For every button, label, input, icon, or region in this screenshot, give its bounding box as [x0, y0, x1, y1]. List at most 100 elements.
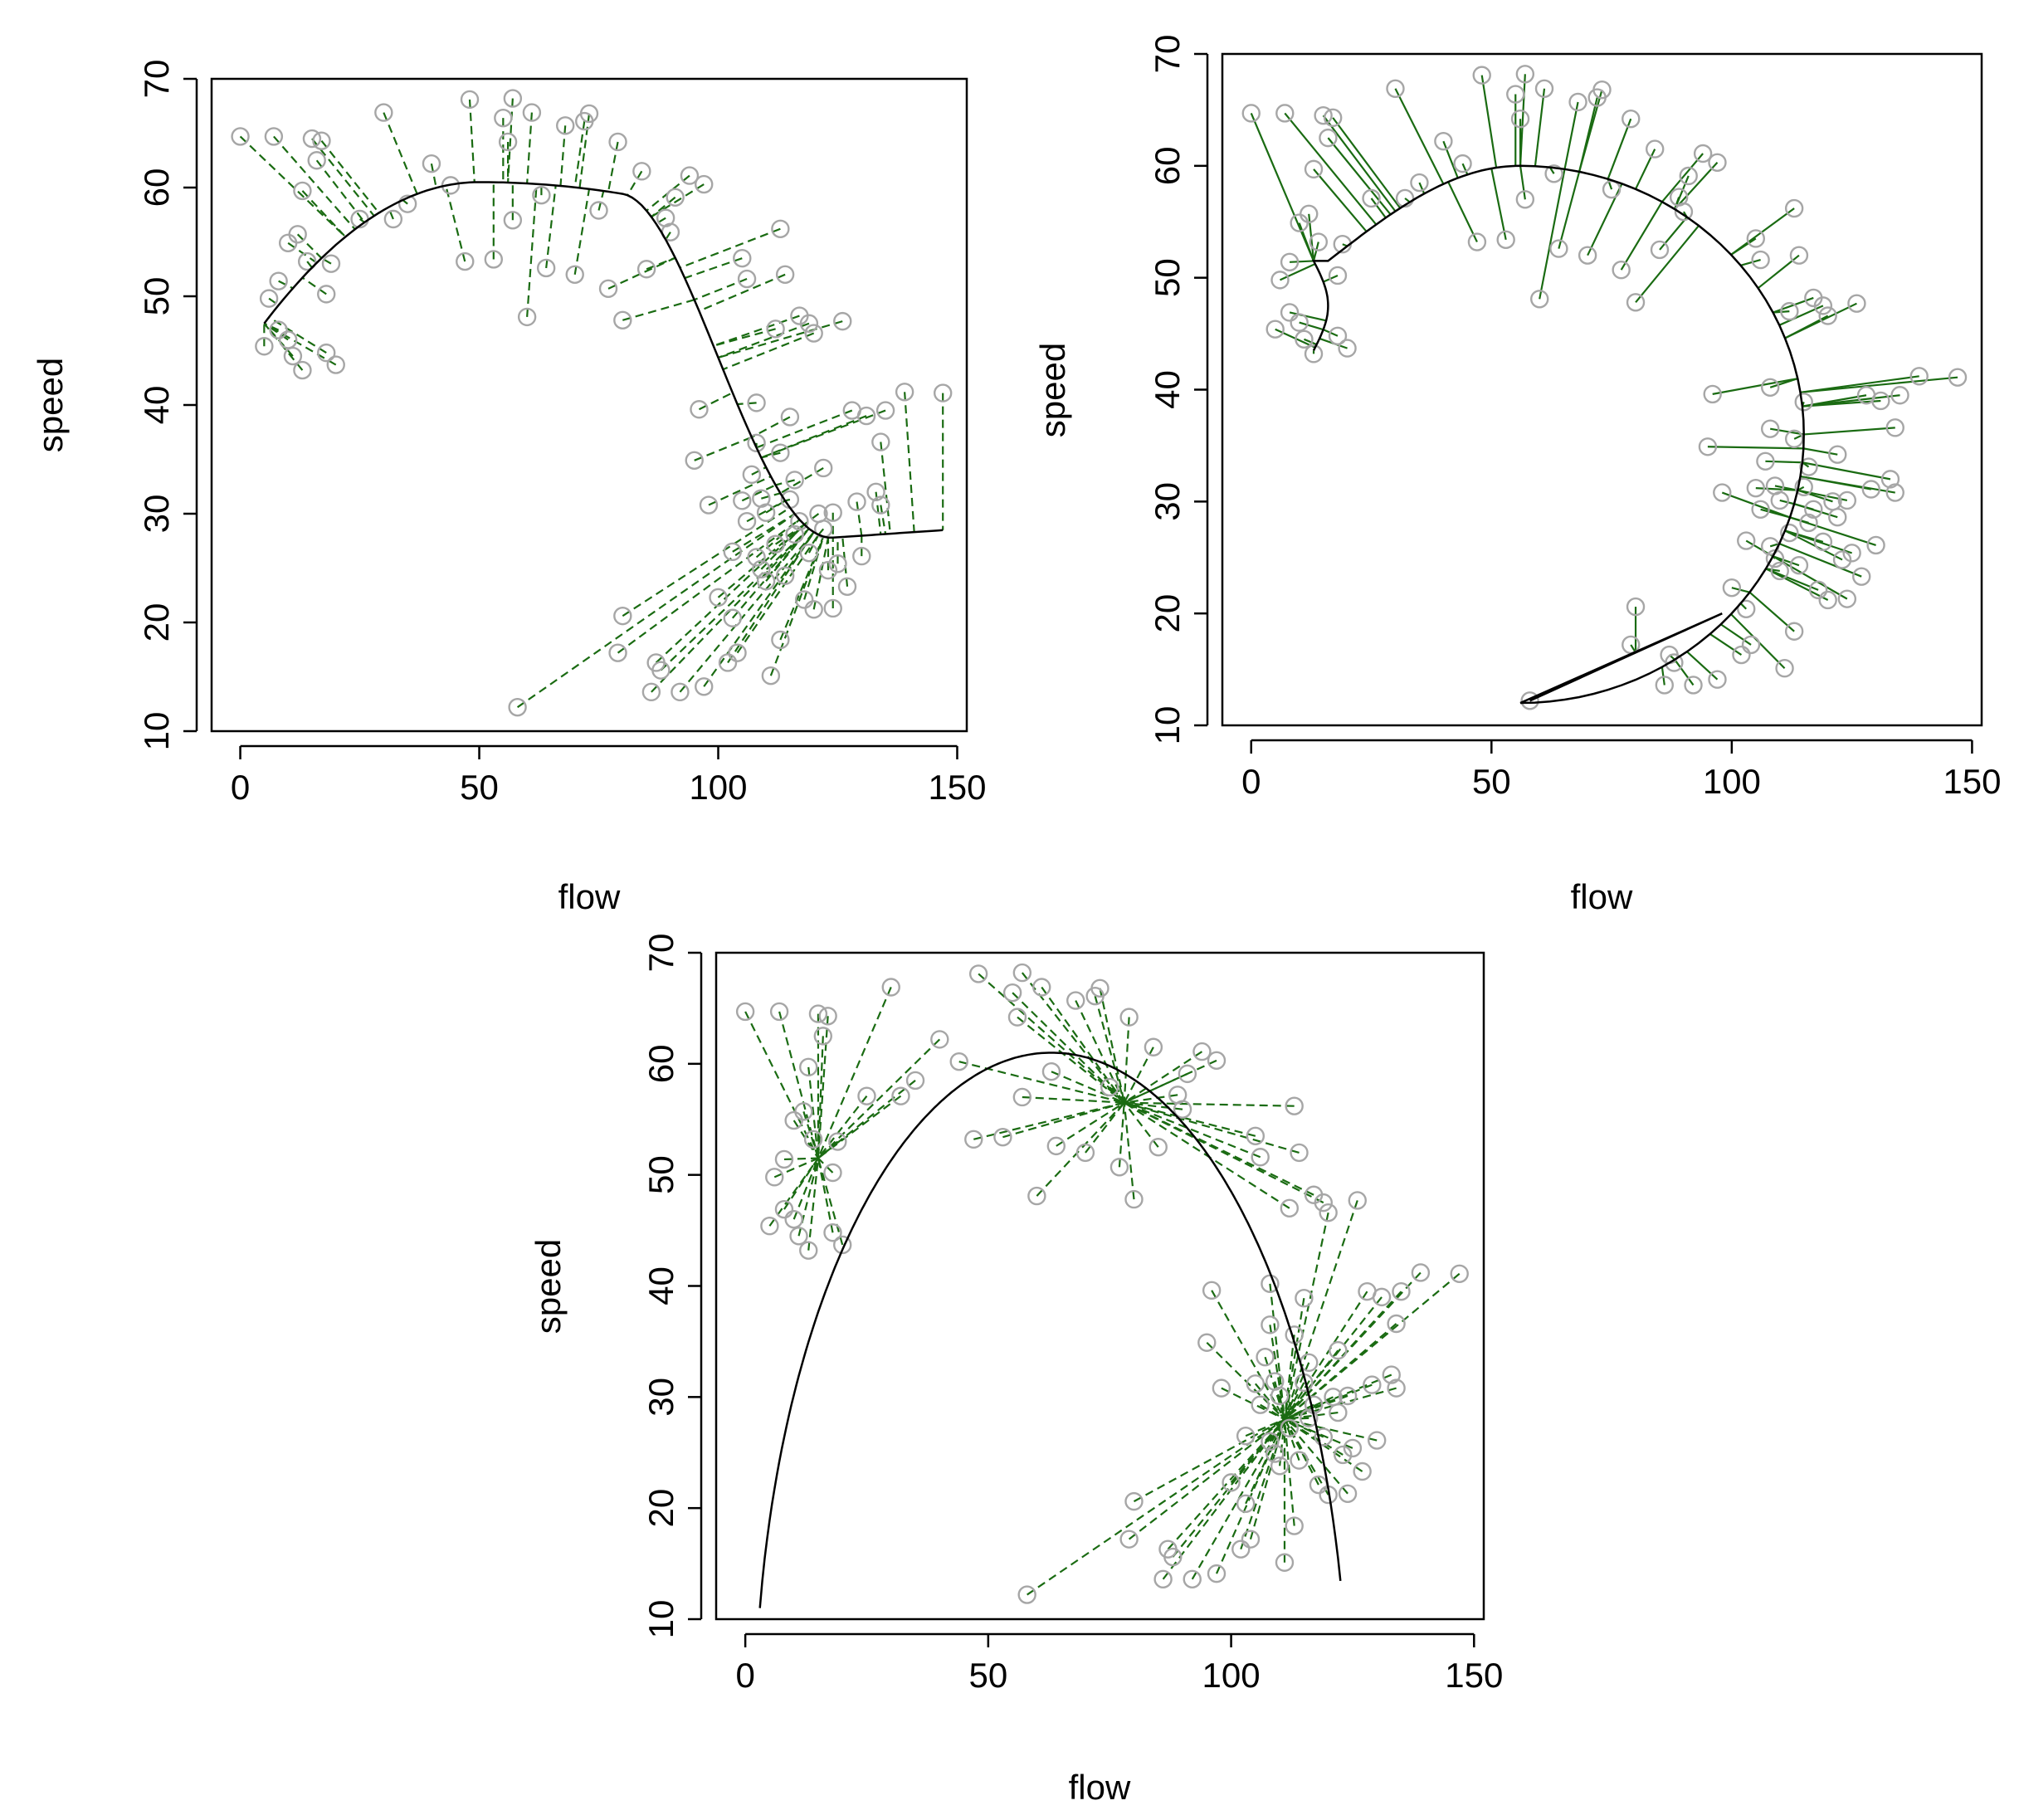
data-point	[383, 209, 403, 229]
data-point	[1280, 1198, 1300, 1218]
data-point	[1041, 1062, 1061, 1081]
data-point	[733, 491, 752, 510]
data-point	[671, 682, 690, 702]
data-point	[1328, 266, 1348, 285]
data-point	[1295, 329, 1314, 349]
data-point	[1506, 85, 1525, 104]
data-point	[1323, 108, 1343, 128]
projection-line	[1284, 1291, 1368, 1420]
data-point	[494, 108, 513, 128]
data-point	[269, 320, 288, 339]
projection-line	[1607, 118, 1632, 180]
data-point	[1578, 246, 1597, 265]
data-point	[1236, 1426, 1256, 1446]
data-point	[1231, 1539, 1251, 1559]
y-tick-label: 60	[1148, 146, 1187, 185]
data-point	[1679, 166, 1698, 186]
data-point	[709, 588, 728, 607]
data-point	[1784, 429, 1804, 449]
projection-line	[1124, 1051, 1203, 1104]
principal-curve-solid-panel: 0 50 100 150 10 20 30 40 50 60 70 flow speed	[1033, 35, 2001, 916]
projection-line	[1563, 101, 1579, 170]
projection-line	[856, 501, 863, 536]
x-tick-label: 50	[460, 768, 499, 807]
y-tick-label: 40	[1148, 370, 1187, 409]
fitted-curve	[263, 181, 944, 539]
projection-line	[388, 207, 394, 220]
data-point	[613, 606, 632, 626]
projection-line	[1056, 1101, 1125, 1147]
projection-line	[1123, 1102, 1159, 1148]
data-point	[503, 211, 523, 230]
data-point	[1837, 589, 1857, 608]
data-point	[1290, 1451, 1309, 1470]
data-point	[1280, 303, 1300, 322]
data-point	[1304, 159, 1324, 179]
data-point	[1153, 1569, 1173, 1589]
data-point	[565, 265, 584, 284]
data-point	[1784, 622, 1804, 641]
x-tick-label: 50	[1472, 762, 1511, 801]
projection-line	[1289, 311, 1327, 322]
data-point	[785, 525, 804, 544]
projection-line	[1245, 1418, 1285, 1437]
projection-line	[306, 261, 313, 269]
projection-line	[1720, 623, 1752, 646]
data-point	[905, 1071, 925, 1091]
projection-line	[1283, 1298, 1305, 1420]
projection-line	[320, 139, 380, 214]
projection-line	[699, 273, 786, 312]
data-point	[968, 964, 988, 983]
projection-line	[1124, 1094, 1178, 1104]
projection-line	[732, 513, 796, 553]
projection-line	[803, 536, 825, 600]
projection-line	[1249, 1418, 1286, 1539]
data-point	[1674, 202, 1694, 222]
data-point	[1032, 978, 1051, 997]
data-point	[871, 495, 890, 515]
data-point	[761, 666, 781, 686]
projection-line	[627, 170, 643, 196]
data-point	[735, 1002, 755, 1022]
projection-line	[1094, 995, 1125, 1103]
projection-line	[817, 1157, 834, 1173]
data-point	[317, 343, 336, 363]
projection-line	[1123, 1047, 1154, 1104]
data-point	[1314, 1427, 1334, 1447]
data-point	[742, 465, 762, 485]
projection-line	[656, 217, 666, 225]
fitted-curve	[1311, 164, 1805, 705]
data-point	[1612, 261, 1631, 280]
plot-frame	[714, 951, 1485, 1621]
data-point	[632, 162, 651, 181]
data-point	[556, 116, 575, 135]
data-point	[374, 103, 393, 122]
y-axis: 10 20 30 40 50 60 70	[641, 934, 703, 1638]
data-point	[1295, 1289, 1314, 1308]
projection-line	[1674, 175, 1690, 210]
projection-line	[1022, 1095, 1124, 1104]
data-point	[823, 503, 842, 522]
projection-line	[506, 98, 514, 183]
data-point	[804, 324, 823, 343]
data-point	[1382, 1365, 1401, 1384]
fitted-curve	[758, 1052, 1342, 1608]
data-point	[765, 1168, 784, 1187]
x-tick-label: 100	[1703, 762, 1761, 801]
data-point	[737, 269, 757, 289]
projection-line	[807, 1158, 820, 1251]
data-point	[1741, 635, 1761, 655]
data-point	[1314, 1193, 1334, 1213]
data-point	[498, 132, 518, 152]
projection-line	[1284, 112, 1378, 226]
projection-line	[622, 506, 791, 617]
projection-line	[526, 183, 538, 317]
data-point	[1534, 79, 1554, 98]
projection-line	[680, 227, 781, 269]
data-point	[1626, 597, 1646, 617]
projection-line	[1124, 1101, 1300, 1154]
projection-line	[1123, 1017, 1130, 1103]
data-point	[1124, 1491, 1144, 1511]
projection-line	[1760, 508, 1791, 519]
projection-line	[1765, 568, 1829, 601]
